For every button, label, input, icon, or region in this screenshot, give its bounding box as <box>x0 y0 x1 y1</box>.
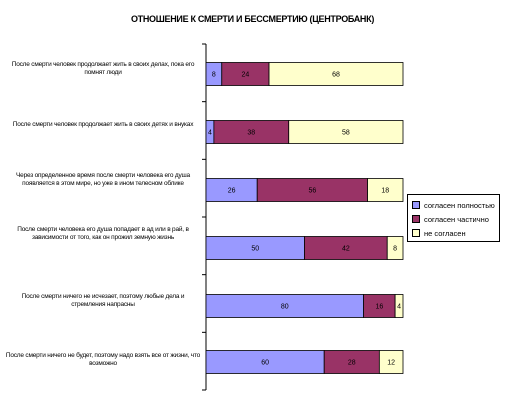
data-label: 12 <box>387 360 395 367</box>
bar-segment <box>378 350 404 374</box>
legend-label: согласен частично <box>424 214 489 224</box>
data-label: 4 <box>208 130 212 137</box>
bar-segment <box>288 120 404 144</box>
category-label: После смерти ничего не будет, поэтому на… <box>5 352 201 367</box>
legend-label: согласен полностью <box>424 200 495 210</box>
data-label: 28 <box>348 360 356 367</box>
legend-item: не согласен <box>412 226 495 240</box>
data-label: 8 <box>212 72 216 79</box>
legend-swatch <box>412 201 420 209</box>
bar-segment <box>268 62 404 86</box>
data-label: 38 <box>247 130 255 137</box>
data-label: 26 <box>228 188 236 195</box>
data-label: 80 <box>281 304 289 311</box>
data-label: 18 <box>381 188 389 195</box>
bar-segment <box>386 236 404 260</box>
legend-item: согласен полностью <box>412 198 495 212</box>
legend: согласен полностью согласен частично не со… <box>407 194 500 242</box>
data-label: 24 <box>242 72 250 79</box>
category-label: После смерти человека его душа попадает … <box>17 226 189 241</box>
legend-swatch <box>412 229 420 237</box>
data-label: 58 <box>342 130 350 137</box>
data-label: 56 <box>308 188 316 195</box>
chart-title: ОТНОШЕНИЕ К СМЕРТИ И БЕССМЕРТИЮ (ЦЕНТРОБ… <box>130 14 375 24</box>
legend-item: согласен частично <box>412 212 495 226</box>
data-label: 4 <box>397 304 401 311</box>
bar-segment <box>394 294 404 318</box>
data-label: 16 <box>375 304 383 311</box>
category-label: После смерти человек продолжает жить в с… <box>12 121 194 128</box>
category-label: После смерти ничего не исчезает, поэтому… <box>21 293 185 308</box>
category-label: После смерти человек продолжает жить в с… <box>11 61 195 76</box>
bar-segment <box>367 178 404 202</box>
legend-swatch <box>412 215 420 223</box>
data-label: 42 <box>342 246 350 253</box>
category-label: Через определенное время после смерти че… <box>16 172 190 187</box>
data-label: 68 <box>332 72 340 79</box>
data-label: 60 <box>261 360 269 367</box>
data-label: 8 <box>393 246 397 253</box>
legend-label: не согласен <box>424 228 466 238</box>
data-label: 50 <box>251 246 259 253</box>
